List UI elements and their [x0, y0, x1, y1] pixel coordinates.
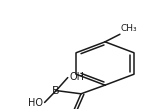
- Text: OH: OH: [69, 72, 85, 82]
- Text: CH₃: CH₃: [121, 24, 137, 33]
- Text: HO: HO: [28, 98, 43, 108]
- Text: B: B: [52, 86, 60, 96]
